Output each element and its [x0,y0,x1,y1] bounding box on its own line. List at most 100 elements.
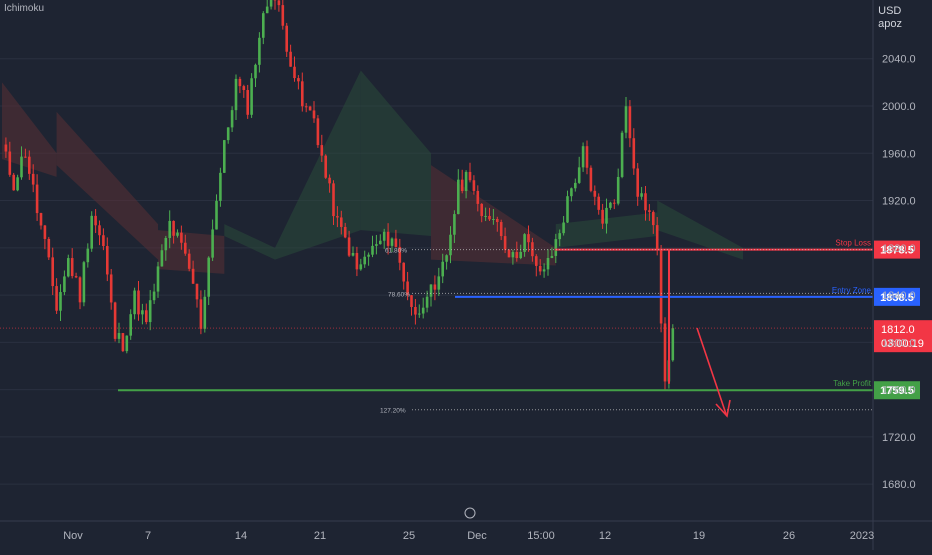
candle-body [192,269,195,284]
candle-body [387,232,390,246]
candle-body [371,246,374,255]
candle-body [426,297,429,308]
price-tick-label: 1920.0 [882,196,916,208]
candle-body [547,258,550,269]
time-tick-label: 26 [783,530,795,542]
candle-body [574,183,577,188]
candle-body [457,180,460,214]
candle-body [40,213,43,225]
candle-body [492,219,495,220]
candle-body [149,300,152,322]
candle-body [590,168,593,191]
candle-body [379,241,382,244]
candle-body [87,249,90,263]
candle-body [558,233,561,239]
candle-body [110,274,113,302]
time-tick-label: 15:00 [527,530,555,542]
candle-body [434,284,437,289]
time-tick-label: 21 [314,530,326,542]
time-tick-label: 7 [145,530,151,542]
time-tick-label: 12 [599,530,611,542]
time-tick-label: Nov [63,530,83,542]
candle-body [239,79,242,86]
candle-body [484,216,487,217]
candle-body [621,133,624,177]
candle-body [289,52,292,67]
candle-body [153,292,156,301]
candle-body [473,180,476,191]
candle-body [200,299,203,328]
candle-body [535,256,538,266]
level-line-label: Stop Loss [835,239,871,248]
candle-body [250,78,253,115]
candle-body [235,79,238,110]
candle-body [672,328,675,360]
candle-body [594,191,597,197]
time-tick-label: Dec [467,530,487,542]
price-tick-label: 1760.0 [882,385,916,397]
candle-body [106,246,109,274]
candle-body [188,254,191,269]
candle-body [488,216,491,219]
candle-body [652,212,655,225]
candle-body [340,217,343,226]
candle-body [16,177,19,190]
indicator-label[interactable]: Ichimoku [4,3,44,14]
candle-body [508,250,511,258]
candle-body [293,67,296,78]
time-tick-label: 25 [403,530,415,542]
candle-body [83,262,86,302]
candle-body [609,203,612,208]
candle-body [270,0,273,7]
candle-body [441,262,444,277]
currency-unit: apoz [878,18,902,31]
candle-body [36,185,39,213]
cloud-segment [158,230,224,274]
candle-body [543,269,546,271]
candle-body [55,286,58,311]
candle-body [640,193,643,196]
candle-body [215,201,218,230]
candle-body [410,295,413,307]
candle-body [145,310,148,322]
current-price-label: 1812.0 [881,324,915,336]
candle-body [418,314,421,315]
candle-body [301,81,304,106]
candle-body [324,156,327,178]
candle-body [184,243,187,254]
candle-body [636,168,639,196]
candle-body [157,266,160,291]
candle-body [469,172,472,180]
candle-body [629,106,632,138]
price-tick-label: 1840.0 [882,290,916,302]
candle-body [71,258,74,276]
level-line-label: Take Profit [833,379,872,388]
candle-body [625,106,628,132]
candle-body [496,219,499,222]
candle-body [597,197,600,210]
candle-body [605,208,608,224]
price-tick-label: 1960.0 [882,148,916,160]
candle-body [613,203,616,204]
candle-body [360,264,363,269]
candle-body [118,333,121,339]
candle-body [141,310,144,314]
price-tick-label: 1720.0 [882,432,916,444]
candle-body [297,78,300,81]
candle-body [500,222,503,236]
candle-body [48,239,51,257]
time-tick-label: 19 [693,530,705,542]
candle-body [102,235,105,246]
candle-body [664,323,667,381]
candle-body [644,193,647,210]
time-tick-label: 14 [235,530,247,542]
candle-body [321,145,324,156]
candle-body [461,180,464,191]
candle-body [477,191,480,204]
candle-body [375,244,378,246]
candle-body [79,277,82,302]
candle-body [317,118,320,145]
